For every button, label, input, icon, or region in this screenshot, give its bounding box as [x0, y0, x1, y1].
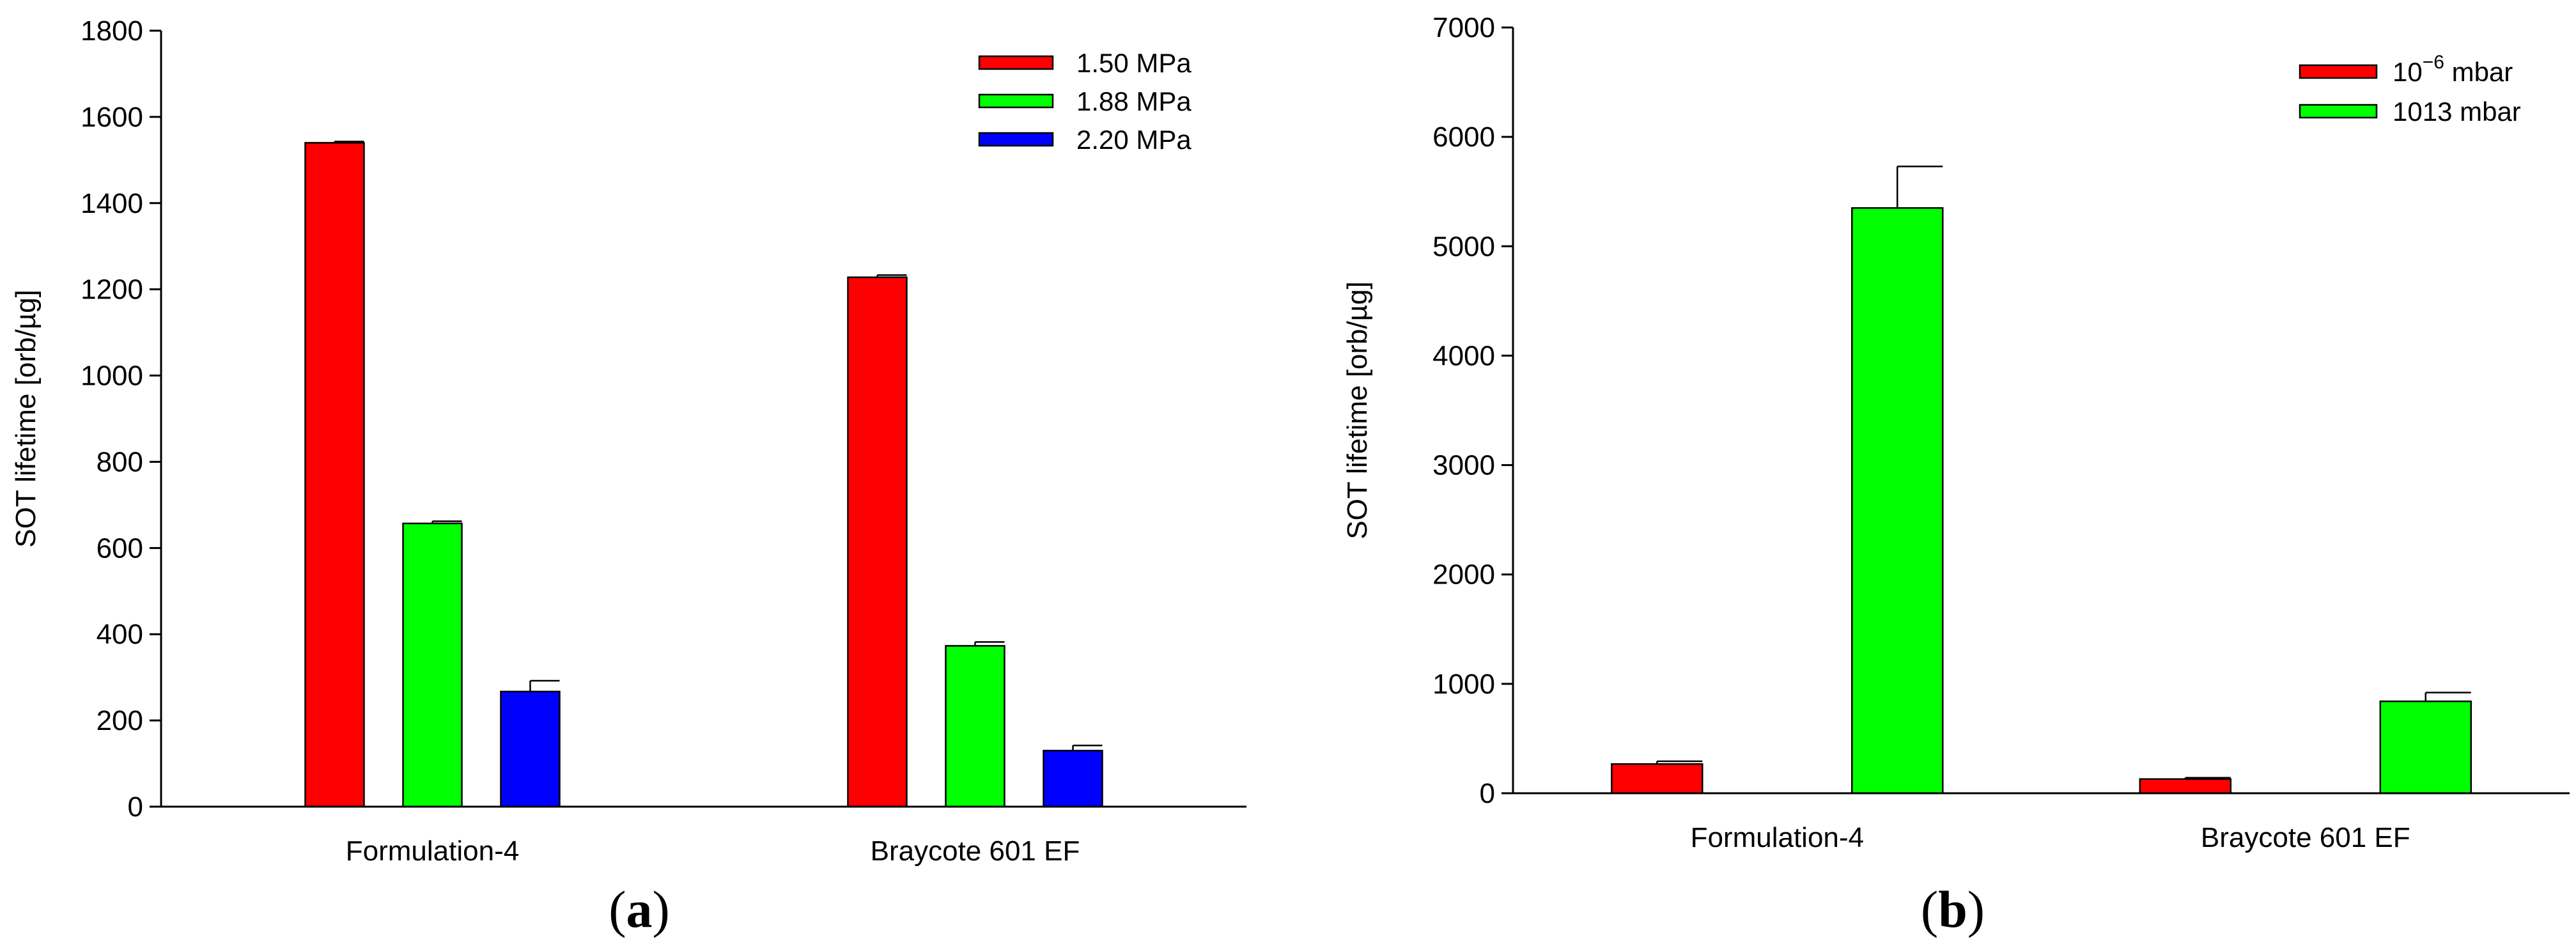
panel-b-legend-label-base: 10: [2393, 57, 2423, 87]
panel-a-y-tick-label: 1800: [81, 15, 143, 47]
caption-b-open: (: [1921, 880, 1938, 938]
caption-a-letter: a: [626, 880, 653, 938]
panel-a-y-tick-label: 0: [128, 791, 143, 823]
panel-a-x-tick-label: Formulation-4: [346, 835, 519, 867]
panel-a-y-axis-title: SOT lifetime [orb/µg]: [10, 290, 42, 548]
caption-a-close: ): [653, 880, 670, 938]
panel-a-legend-label-0: 1.50 MPa: [1076, 48, 1191, 78]
chart-panel-b: Formulation-4 Braycote 601 EF 0 1000 2000 300…: [1342, 12, 2570, 853]
panel-b-bar-s0-c0: [1611, 763, 1703, 795]
caption-b-close: ): [1967, 880, 1985, 938]
panel-a-bar-s2-c1: [1043, 750, 1103, 808]
caption-b: (b): [1921, 880, 1985, 938]
panel-b-y-tick-label: 1000: [1432, 669, 1495, 700]
panel-a-bar-s1-c1: [945, 645, 1005, 808]
panel-a-y-tick-label: 1600: [81, 102, 143, 133]
panel-b-legend-swatch-1: [2299, 104, 2378, 119]
panel-a-legend-label-1: 1.88 MPa: [1076, 86, 1191, 116]
panel-b-y-tick-label: 3000: [1432, 450, 1495, 481]
panel-a-y-tick-label: 1000: [81, 361, 143, 392]
caption-a: (a): [609, 880, 670, 938]
panel-b-y-tick-label: 5000: [1432, 231, 1495, 262]
panel-b-y-tick-label: 4000: [1432, 340, 1495, 371]
panel-b-bar-s0-c1: [2139, 778, 2232, 795]
panel-b-legend-label-0: 10−6 mbar: [2393, 52, 2513, 87]
panel-b-legend-label-base: 1013 mbar: [2393, 97, 2521, 127]
caption-a-open: (: [609, 880, 626, 938]
panel-b-y-tick-label: 7000: [1432, 12, 1495, 43]
panel-a-y-tick-label: 600: [97, 532, 143, 564]
panel-b-y-tick-label: 6000: [1432, 121, 1495, 153]
panel-b-y-tick-label: 0: [1480, 778, 1495, 809]
panel-b-legend-label-1: 1013 mbar: [2393, 97, 2521, 127]
panel-a-y-tick-label: 400: [97, 619, 143, 650]
panel-a-bar-s2-c0: [500, 690, 561, 808]
panel-b-x-tick-label: Braycote 601 EF: [2201, 822, 2410, 853]
panel-b-bar-s1-c0: [1851, 207, 1944, 795]
panel-b-x-tick-label: Formulation-4: [1691, 822, 1864, 853]
panel-b-legend-label-unit: mbar: [2444, 57, 2513, 87]
panel-b-legend-label-exponent: −6: [2423, 52, 2444, 73]
panel-b-y-axis-title: SOT lifetime [orb/µg]: [1342, 281, 1373, 539]
panel-a-y-tick-label: 800: [97, 446, 143, 477]
panel-a-legend-swatch-1: [978, 93, 1054, 109]
panel-a-y-tick-label: 1200: [81, 274, 143, 306]
caption-b-letter: b: [1938, 880, 1967, 938]
panel-a-legend-label-2: 2.20 MPa: [1076, 125, 1191, 155]
panel-a-bar-s1-c0: [402, 522, 463, 808]
panel-a-y-tick-label: 200: [97, 705, 143, 736]
panel-b-bar-s1-c1: [2379, 700, 2472, 795]
panel-b-legend-swatch-0: [2299, 64, 2378, 79]
panel-a-x-tick-label: Braycote 601 EF: [871, 835, 1080, 867]
chart-panel-a: Formulation-4 Braycote 601 EF 0 200 400 600 80…: [10, 15, 1246, 867]
panel-a-bar-s0-c1: [847, 276, 908, 808]
panel-b-y-tick-label: 2000: [1432, 559, 1495, 591]
panel-a-y-tick-label: 1400: [81, 188, 143, 219]
panel-a-legend-swatch-2: [978, 132, 1054, 147]
panel-a-legend-swatch-0: [978, 55, 1054, 70]
panel-a-bar-s0-c0: [304, 142, 365, 808]
